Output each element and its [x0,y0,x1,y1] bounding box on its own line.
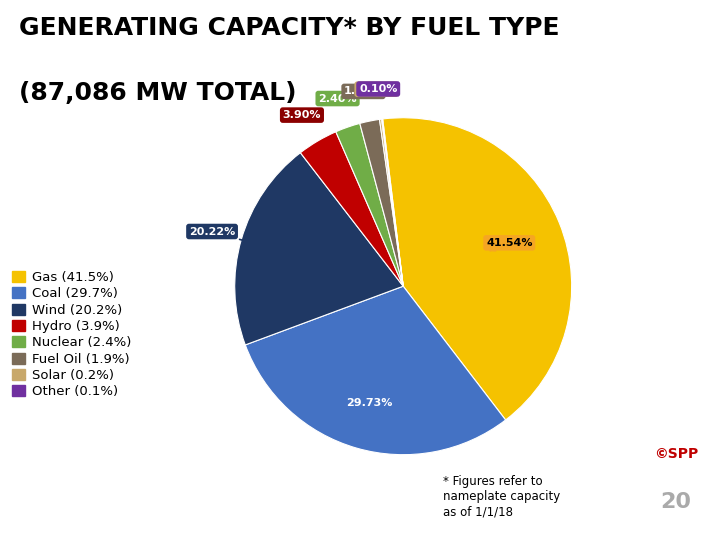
Text: 0.10%: 0.10% [359,84,397,94]
Text: 20.22%: 20.22% [189,226,310,260]
Wedge shape [360,119,403,286]
Text: 3.90%: 3.90% [283,110,321,120]
Wedge shape [382,119,403,286]
Wedge shape [379,119,403,286]
Text: 20: 20 [660,492,692,512]
Wedge shape [382,118,572,420]
Text: * Figures refer to
nameplate capacity
as of 1/1/18: * Figures refer to nameplate capacity as… [443,475,559,518]
Wedge shape [336,124,403,286]
Text: ©SPP: ©SPP [654,447,698,461]
Wedge shape [246,286,505,455]
Text: 2.40%: 2.40% [318,93,357,104]
Text: 0.20%: 0.20% [357,84,395,94]
Wedge shape [300,132,403,286]
Text: 29.73%: 29.73% [346,398,393,408]
Text: (87,086 MW TOTAL): (87,086 MW TOTAL) [19,81,297,105]
Wedge shape [235,153,403,345]
Legend: Gas (41.5%), Coal (29.7%), Wind (20.2%), Hydro (3.9%), Nuclear (2.4%), Fuel Oil : Gas (41.5%), Coal (29.7%), Wind (20.2%),… [6,266,136,404]
Text: 41.54%: 41.54% [486,238,533,251]
Text: 1.90%: 1.90% [344,86,383,97]
Text: GENERATING CAPACITY* BY FUEL TYPE: GENERATING CAPACITY* BY FUEL TYPE [19,16,559,40]
